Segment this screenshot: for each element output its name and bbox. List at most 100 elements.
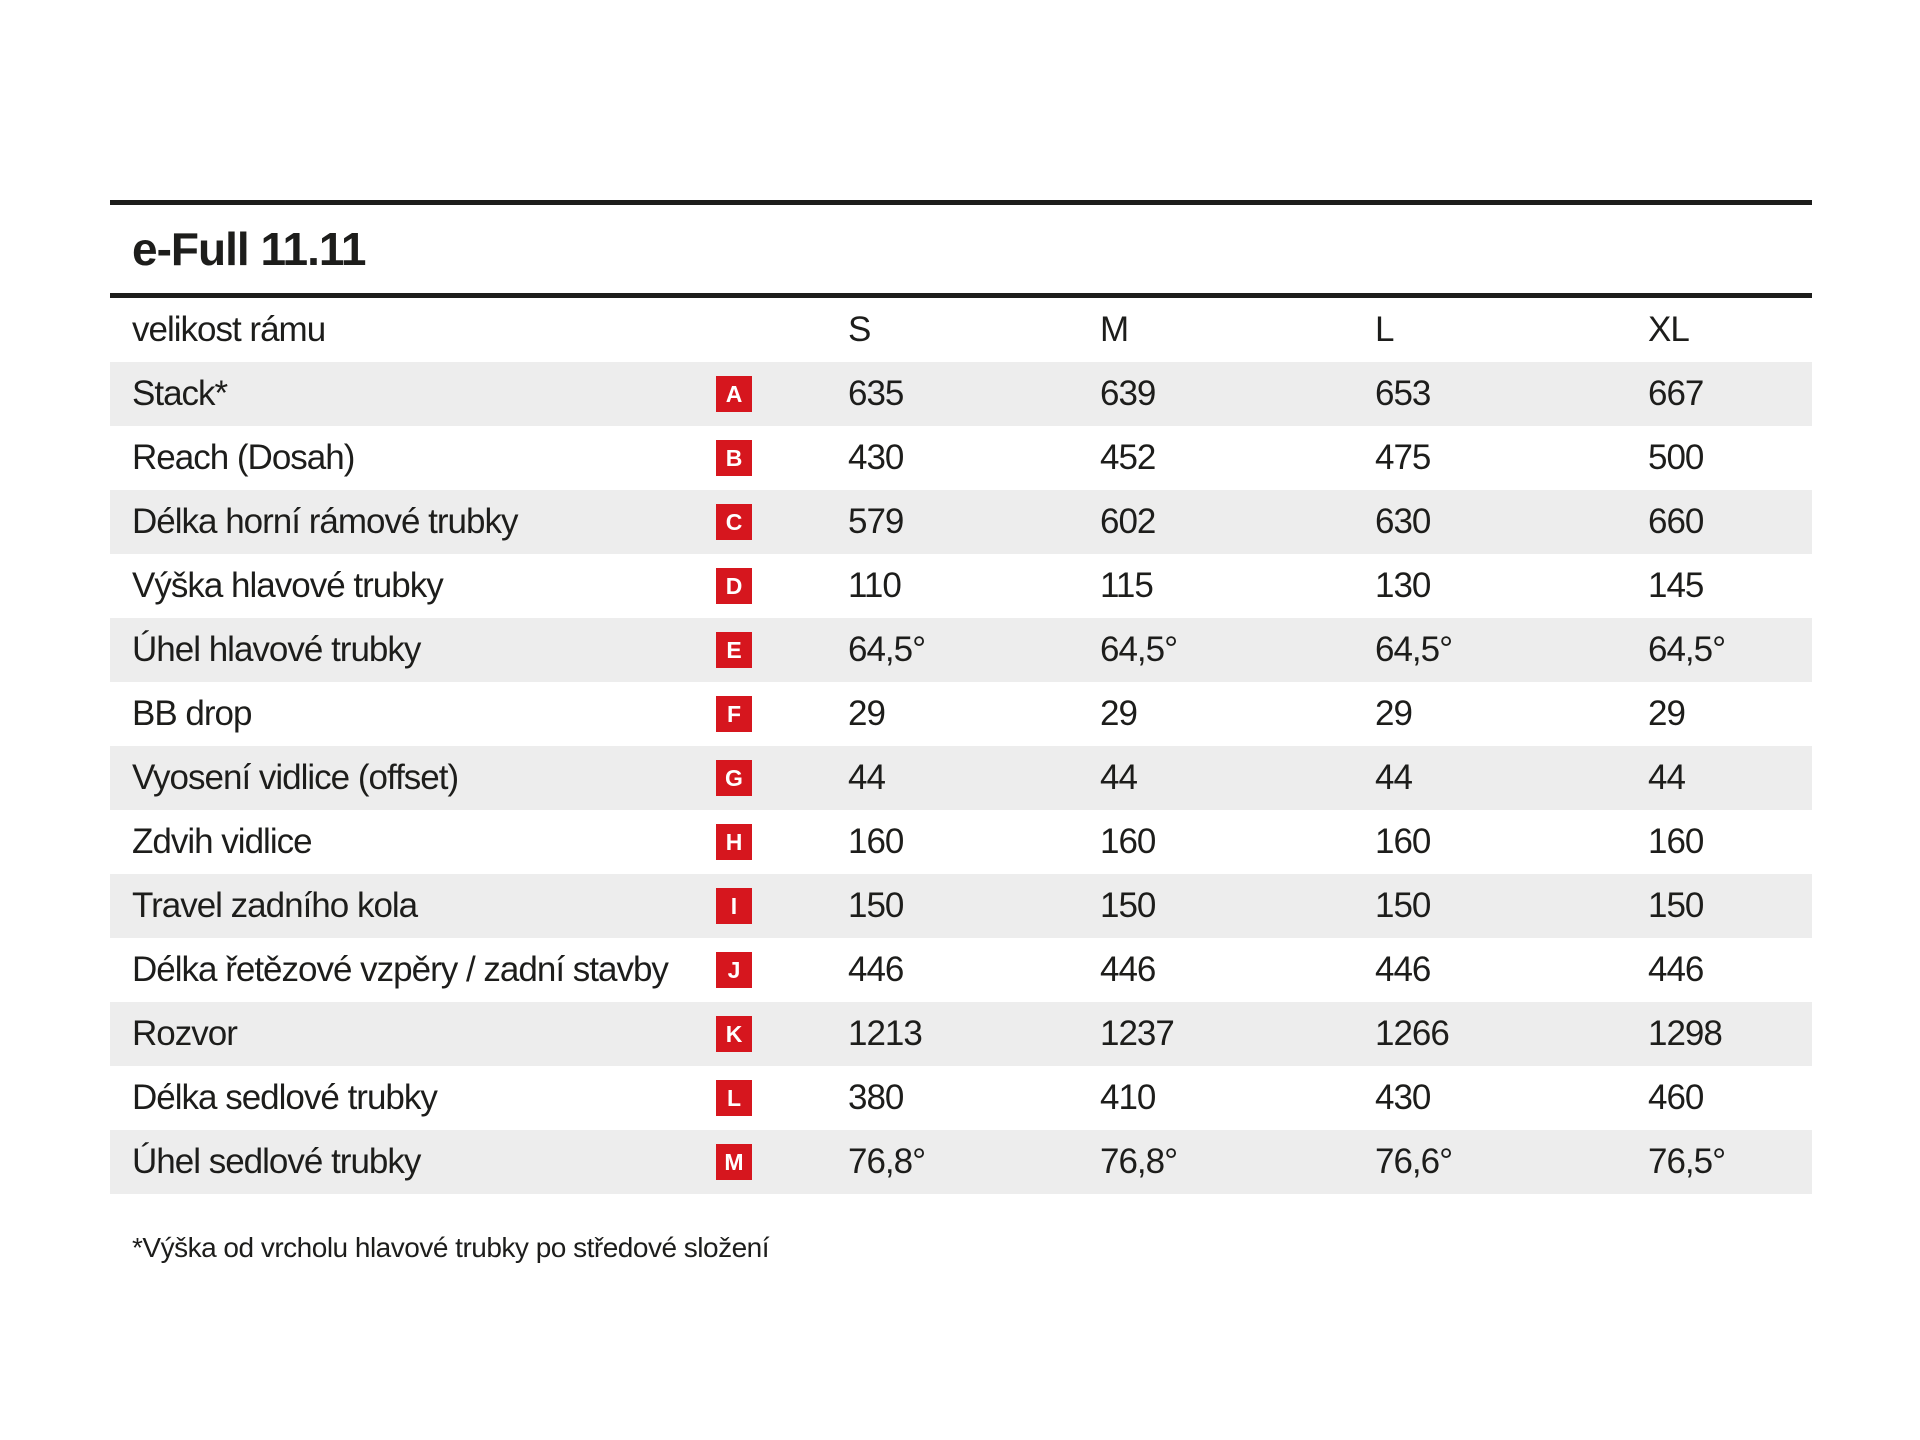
row-badge-g: G <box>716 760 752 796</box>
value-xl: 160 <box>1648 822 1704 861</box>
value-s: 160 <box>848 822 904 861</box>
row-label: Zdvih vidlice <box>132 822 313 861</box>
row-label: Úhel sedlové trubky <box>132 1142 421 1181</box>
row-badge-m: M <box>716 1144 752 1180</box>
row-badge-a: A <box>716 376 752 412</box>
page-title: e-Full 11.11 <box>132 223 366 275</box>
value-m: 446 <box>1100 950 1156 989</box>
value-s: 150 <box>848 886 904 925</box>
table-row-fork-travel: Zdvih vidlice H 160 160 160 160 <box>110 810 1812 874</box>
value-l: 446 <box>1375 950 1431 989</box>
row-label: Vyosení vidlice (offset) <box>132 758 459 797</box>
value-m: 76,8° <box>1100 1142 1178 1181</box>
value-xl: 667 <box>1648 374 1704 413</box>
value-m: 639 <box>1100 374 1156 413</box>
row-badge-i: I <box>716 888 752 924</box>
row-badge-j: J <box>716 952 752 988</box>
value-xl: 145 <box>1648 566 1704 605</box>
footnote: *Výška od vrcholu hlavové trubky po stře… <box>132 1232 770 1263</box>
value-s: 446 <box>848 950 904 989</box>
value-xl: 64,5° <box>1648 630 1726 669</box>
top-rule <box>110 200 1812 205</box>
geometry-spec-table: e-Full 11.11 velikost rámu S M L XL Stac… <box>110 200 1812 1264</box>
header-rule <box>110 293 1812 298</box>
value-xl: 1298 <box>1648 1014 1723 1053</box>
table-row-top-tube-length: Délka horní rámové trubky C 579 602 630 … <box>110 490 1812 554</box>
value-m: 410 <box>1100 1078 1156 1117</box>
value-xl: 76,5° <box>1648 1142 1726 1181</box>
row-label: Travel zadního kola <box>132 886 418 925</box>
title-bar: e-Full 11.11 <box>110 205 1812 293</box>
value-l: 130 <box>1375 566 1431 605</box>
table-row-head-tube-height: Výška hlavové trubky D 110 115 130 145 <box>110 554 1812 618</box>
size-column-xl: XL <box>1648 310 1690 349</box>
table-row-chainstay-length: Délka řetězové vzpěry / zadní stavby J 4… <box>110 938 1812 1002</box>
table-row-bb-drop: BB drop F 29 29 29 29 <box>110 682 1812 746</box>
value-m: 1237 <box>1100 1014 1175 1053</box>
row-badge-l: L <box>716 1080 752 1116</box>
value-l: 150 <box>1375 886 1431 925</box>
row-badge-d: D <box>716 568 752 604</box>
row-label: Úhel hlavové trubky <box>132 630 421 669</box>
row-label: Stack* <box>132 374 228 413</box>
value-xl: 500 <box>1648 438 1704 477</box>
value-l: 29 <box>1375 694 1413 733</box>
size-header-label: velikost rámu <box>132 310 326 349</box>
table-row-stack: Stack* A 635 639 653 667 <box>110 362 1812 426</box>
value-s: 64,5° <box>848 630 926 669</box>
row-label: Délka řetězové vzpěry / zadní stavby <box>132 950 669 989</box>
value-s: 380 <box>848 1078 904 1117</box>
value-xl: 446 <box>1648 950 1704 989</box>
table-row-head-tube-angle: Úhel hlavové trubky E 64,5° 64,5° 64,5° … <box>110 618 1812 682</box>
row-badge-b: B <box>716 440 752 476</box>
row-badge-f: F <box>716 696 752 732</box>
table-row-seat-tube-angle: Úhel sedlové trubky M 76,8° 76,8° 76,6° … <box>110 1130 1812 1194</box>
value-xl: 150 <box>1648 886 1704 925</box>
value-l: 653 <box>1375 374 1431 413</box>
table-row-reach: Reach (Dosah) B 430 452 475 500 <box>110 426 1812 490</box>
table-header-row: velikost rámu S M L XL <box>110 298 1812 362</box>
value-l: 64,5° <box>1375 630 1453 669</box>
size-column-l: L <box>1375 310 1394 349</box>
value-m: 150 <box>1100 886 1156 925</box>
value-l: 1266 <box>1375 1014 1450 1053</box>
row-label: Rozvor <box>132 1014 238 1053</box>
value-s: 44 <box>848 758 886 797</box>
row-badge-e: E <box>716 632 752 668</box>
row-label: Délka sedlové trubky <box>132 1078 438 1117</box>
value-m: 160 <box>1100 822 1156 861</box>
value-s: 110 <box>848 566 902 605</box>
value-m: 452 <box>1100 438 1156 477</box>
value-l: 160 <box>1375 822 1431 861</box>
value-s: 29 <box>848 694 886 733</box>
row-label: BB drop <box>132 694 252 733</box>
value-xl: 460 <box>1648 1078 1704 1117</box>
value-xl: 44 <box>1648 758 1686 797</box>
row-badge-c: C <box>716 504 752 540</box>
value-s: 1213 <box>848 1014 923 1053</box>
value-xl: 660 <box>1648 502 1704 541</box>
row-badge-k: K <box>716 1016 752 1052</box>
value-s: 635 <box>848 374 904 413</box>
row-badge-h: H <box>716 824 752 860</box>
value-m: 29 <box>1100 694 1138 733</box>
value-s: 430 <box>848 438 904 477</box>
size-column-m: M <box>1100 310 1129 349</box>
value-l: 475 <box>1375 438 1431 477</box>
value-s: 579 <box>848 502 904 541</box>
value-l: 76,6° <box>1375 1142 1453 1181</box>
row-label: Délka horní rámové trubky <box>132 502 518 541</box>
table-body: Stack* A 635 639 653 667 Reach (Dosah) B… <box>110 362 1812 1194</box>
size-column-s: S <box>848 310 871 349</box>
table-row-wheelbase: Rozvor K 1213 1237 1266 1298 <box>110 1002 1812 1066</box>
table-row-fork-offset: Vyosení vidlice (offset) G 44 44 44 44 <box>110 746 1812 810</box>
value-l: 630 <box>1375 502 1431 541</box>
value-xl: 29 <box>1648 694 1686 733</box>
table-row-seat-tube-length: Délka sedlové trubky L 380 410 430 460 <box>110 1066 1812 1130</box>
value-m: 115 <box>1100 566 1154 605</box>
value-m: 64,5° <box>1100 630 1178 669</box>
row-label: Reach (Dosah) <box>132 438 355 477</box>
table-row-rear-wheel-travel: Travel zadního kola I 150 150 150 150 <box>110 874 1812 938</box>
value-m: 602 <box>1100 502 1156 541</box>
value-m: 44 <box>1100 758 1138 797</box>
